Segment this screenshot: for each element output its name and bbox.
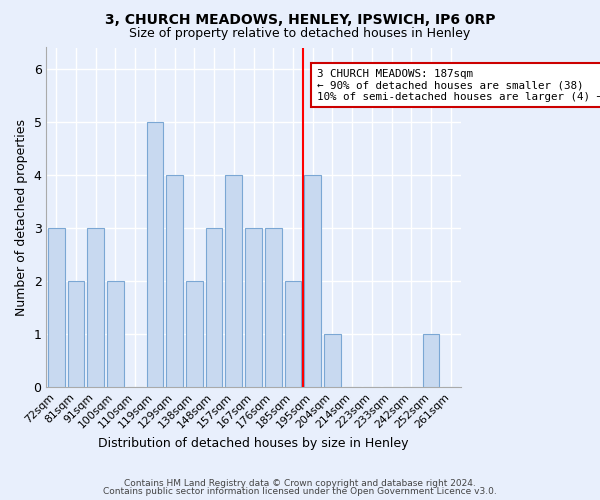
X-axis label: Distribution of detached houses by size in Henley: Distribution of detached houses by size … <box>98 437 409 450</box>
Bar <box>284 281 301 387</box>
Y-axis label: Number of detached properties: Number of detached properties <box>15 118 28 316</box>
Bar <box>206 228 223 387</box>
Bar <box>304 175 321 387</box>
Bar <box>422 334 439 387</box>
Bar <box>107 281 124 387</box>
Bar <box>48 228 65 387</box>
Bar <box>226 175 242 387</box>
Bar <box>88 228 104 387</box>
Text: Contains public sector information licensed under the Open Government Licence v3: Contains public sector information licen… <box>103 487 497 496</box>
Bar <box>68 281 85 387</box>
Bar <box>186 281 203 387</box>
Text: Size of property relative to detached houses in Henley: Size of property relative to detached ho… <box>130 28 470 40</box>
Text: 3, CHURCH MEADOWS, HENLEY, IPSWICH, IP6 0RP: 3, CHURCH MEADOWS, HENLEY, IPSWICH, IP6 … <box>105 12 495 26</box>
Bar <box>166 175 183 387</box>
Bar <box>146 122 163 387</box>
Text: Contains HM Land Registry data © Crown copyright and database right 2024.: Contains HM Land Registry data © Crown c… <box>124 478 476 488</box>
Bar <box>324 334 341 387</box>
Bar <box>265 228 281 387</box>
Bar <box>245 228 262 387</box>
Text: 3 CHURCH MEADOWS: 187sqm
← 90% of detached houses are smaller (38)
10% of semi-d: 3 CHURCH MEADOWS: 187sqm ← 90% of detach… <box>317 68 600 102</box>
